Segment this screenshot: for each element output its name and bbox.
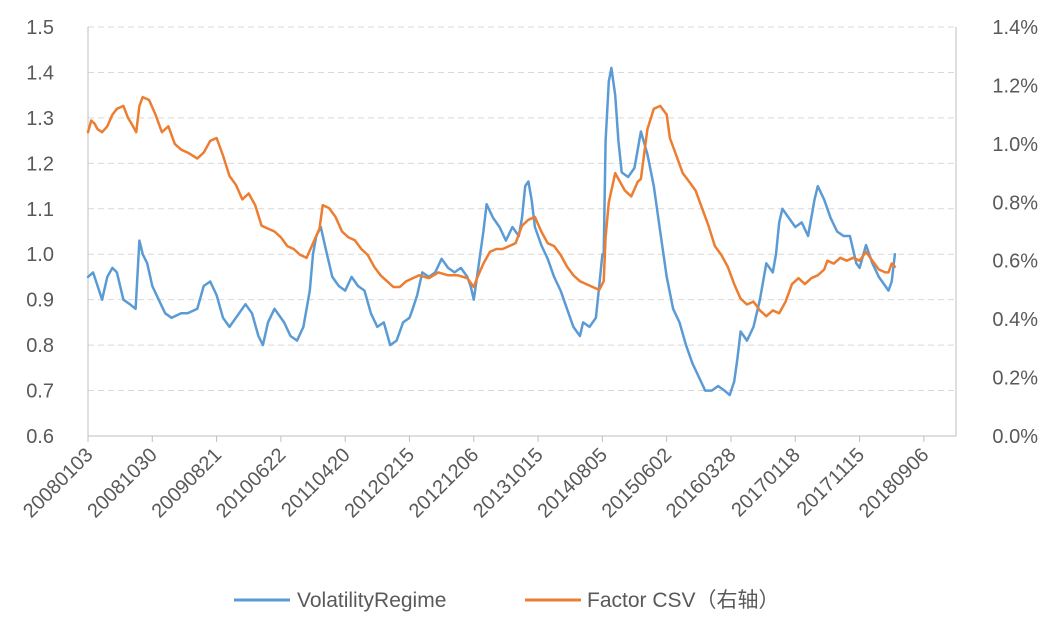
left-tick-label: 1.2 [26, 153, 54, 175]
left-tick-label: 0.8 [26, 335, 54, 357]
series-line-factor-csv [86, 95, 897, 318]
right-y-axis-ticks: 0.0% 0.2% 0.4% 0.6% 0.8% 1.0% 1.2% 1.4% [992, 17, 1038, 448]
legend-label-volatilityregime: VolatilityRegime [297, 589, 446, 612]
x-tick-label: 20170118 [727, 444, 804, 521]
right-tick-label: 0.8% [992, 192, 1038, 214]
right-tick-label: 1.2% [992, 75, 1038, 97]
right-tick-label: 1.4% [992, 17, 1038, 39]
left-tick-label: 1.3 [26, 108, 54, 130]
right-tick-label: 0.2% [992, 368, 1038, 390]
legend: VolatilityRegime Factor CSV（右轴） [234, 589, 780, 612]
left-tick-label: 1.4 [26, 62, 54, 84]
x-tick-label: 20180906 [855, 444, 933, 522]
left-y-axis-ticks: 0.6 0.7 0.8 0.9 1.0 1.1 1.2 1.3 1.4 1.5 [26, 17, 54, 448]
series-line-volatilityregime [86, 66, 897, 397]
left-tick-label: 1.1 [26, 199, 54, 221]
axes [87, 27, 957, 437]
right-tick-label: 0.6% [992, 251, 1038, 273]
left-tick-label: 0.9 [26, 290, 54, 312]
left-tick-label: 1.0 [26, 244, 54, 266]
x-tick-label: 20160328 [662, 444, 740, 522]
left-tick-label: 0.6 [26, 426, 54, 448]
left-tick-label: 1.5 [26, 17, 54, 39]
x-tick-label: 20100622 [212, 444, 290, 522]
left-tick-label: 0.7 [26, 381, 54, 403]
legend-label-factor-csv: Factor CSV（右轴） [587, 589, 780, 612]
right-tick-label: 0.4% [992, 309, 1038, 331]
right-tick-label: 0.0% [992, 426, 1038, 448]
right-tick-label: 1.0% [992, 134, 1038, 156]
x-axis-ticks: 2008010320081030200908212010062220110420… [19, 436, 933, 522]
series-lines [86, 66, 897, 397]
